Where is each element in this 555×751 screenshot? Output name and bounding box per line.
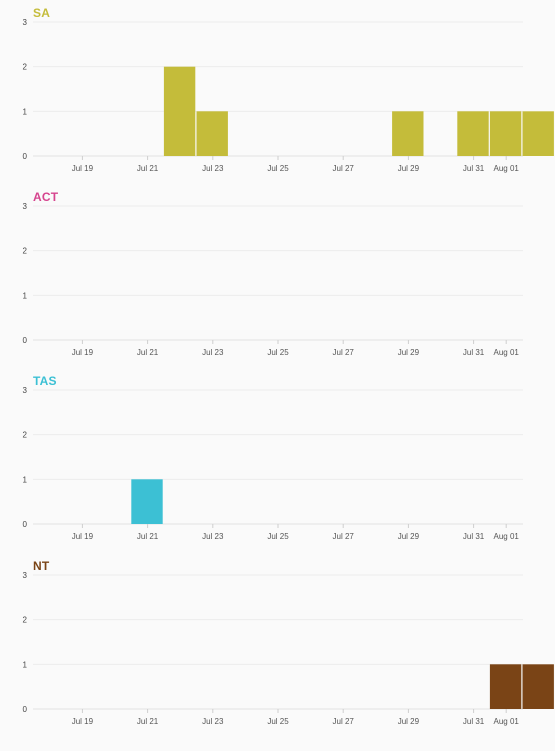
x-tick-label: Jul 27 xyxy=(333,717,355,726)
x-tick-label: Jul 21 xyxy=(137,532,159,541)
x-tick-label: Jul 21 xyxy=(137,164,159,173)
y-tick-label: 1 xyxy=(23,475,28,484)
chart-svg: 0 1 2 3 Jul 19 Jul 21 Jul 23 Jul 25 Jul 27 Jul 29… xyxy=(23,571,554,726)
x-tick-label: Jul 31 xyxy=(463,164,485,173)
chart-svg: 0 1 2 3 Jul 19 Jul 21 Jul 23 Jul 25 Jul 27 Jul 29… xyxy=(23,202,523,357)
y-tick-label: 3 xyxy=(23,571,28,580)
bar[interactable] xyxy=(522,664,554,709)
x-tick-label: Jul 21 xyxy=(137,717,159,726)
x-tick-label: Jul 31 xyxy=(463,532,485,541)
x-tick-label: Aug 01 xyxy=(494,164,520,173)
x-tick-label: Jul 27 xyxy=(333,164,355,173)
panel-title: TAS xyxy=(33,374,57,388)
bar[interactable] xyxy=(522,111,554,156)
bar[interactable] xyxy=(489,664,522,709)
chart-svg: 0 1 2 3 Jul 19 Jul 21 Jul 23 Jul 25 Jul 27 Jul 29… xyxy=(23,386,523,541)
x-tick-label: Jul 29 xyxy=(398,717,420,726)
x-tick-label: Jul 23 xyxy=(202,717,224,726)
bar[interactable] xyxy=(196,111,228,156)
y-tick-label: 1 xyxy=(23,660,28,669)
y-tick-label: 0 xyxy=(23,520,28,529)
y-tick-label: 0 xyxy=(23,705,28,714)
x-tick-label: Aug 01 xyxy=(494,717,520,726)
x-tick-label: Jul 29 xyxy=(398,348,420,357)
chart-panel-sa: SA 0 1 2 3 Jul 19 Jul 21 Jul 23 Jul 25 Jul 27 Jul… xyxy=(0,0,555,184)
bar[interactable] xyxy=(163,66,196,156)
panel-title: ACT xyxy=(33,190,59,204)
y-tick-label: 1 xyxy=(23,291,28,300)
bar[interactable] xyxy=(131,479,163,524)
x-tick-label: Jul 19 xyxy=(72,532,94,541)
x-tick-label: Jul 25 xyxy=(267,717,289,726)
x-tick-label: Aug 01 xyxy=(494,348,520,357)
x-tick-label: Jul 27 xyxy=(333,348,355,357)
bar[interactable] xyxy=(489,111,522,156)
x-tick-label: Jul 29 xyxy=(398,532,420,541)
x-tick-label: Jul 25 xyxy=(267,532,289,541)
x-tick-label: Jul 23 xyxy=(202,532,224,541)
x-tick-label: Jul 19 xyxy=(72,348,94,357)
y-tick-label: 1 xyxy=(23,107,28,116)
x-tick-label: Jul 25 xyxy=(267,164,289,173)
y-tick-label: 3 xyxy=(23,18,28,27)
x-tick-label: Jul 23 xyxy=(202,348,224,357)
x-tick-label: Jul 31 xyxy=(463,717,485,726)
chart-panel-nt: NT 0 1 2 3 Jul 19 Jul 21 Jul 23 Jul 25 Jul 27 Jul… xyxy=(0,553,555,737)
chart-svg: 0 1 2 3 Jul 19 Jul 21 Jul 23 Jul 25 Jul 27 Jul 29… xyxy=(23,18,554,173)
x-tick-label: Jul 19 xyxy=(72,717,94,726)
x-tick-label: Jul 19 xyxy=(72,164,94,173)
x-tick-label: Jul 23 xyxy=(202,164,224,173)
x-tick-label: Jul 21 xyxy=(137,348,159,357)
x-tick-label: Jul 31 xyxy=(463,348,485,357)
y-tick-label: 2 xyxy=(23,616,28,625)
y-tick-label: 3 xyxy=(23,386,28,395)
y-tick-label: 2 xyxy=(23,247,28,256)
y-tick-label: 2 xyxy=(23,431,28,440)
y-tick-label: 0 xyxy=(23,336,28,345)
y-tick-label: 0 xyxy=(23,152,28,161)
bar[interactable] xyxy=(457,111,489,156)
x-tick-label: Aug 01 xyxy=(494,532,520,541)
chart-panel-act: ACT 0 1 2 3 Jul 19 Jul 21 Jul 23 Jul 25 Jul 27 Ju… xyxy=(0,184,555,368)
panel-title: SA xyxy=(33,6,51,20)
y-tick-label: 3 xyxy=(23,202,28,211)
x-tick-label: Jul 27 xyxy=(333,532,355,541)
chart-panel-tas: TAS 0 1 2 3 Jul 19 Jul 21 Jul 23 Jul 25 Jul 27 Ju… xyxy=(0,368,555,552)
x-tick-label: Jul 29 xyxy=(398,164,420,173)
x-tick-label: Jul 25 xyxy=(267,348,289,357)
y-tick-label: 2 xyxy=(23,63,28,72)
panel-title: NT xyxy=(33,559,50,573)
bar[interactable] xyxy=(392,111,424,156)
